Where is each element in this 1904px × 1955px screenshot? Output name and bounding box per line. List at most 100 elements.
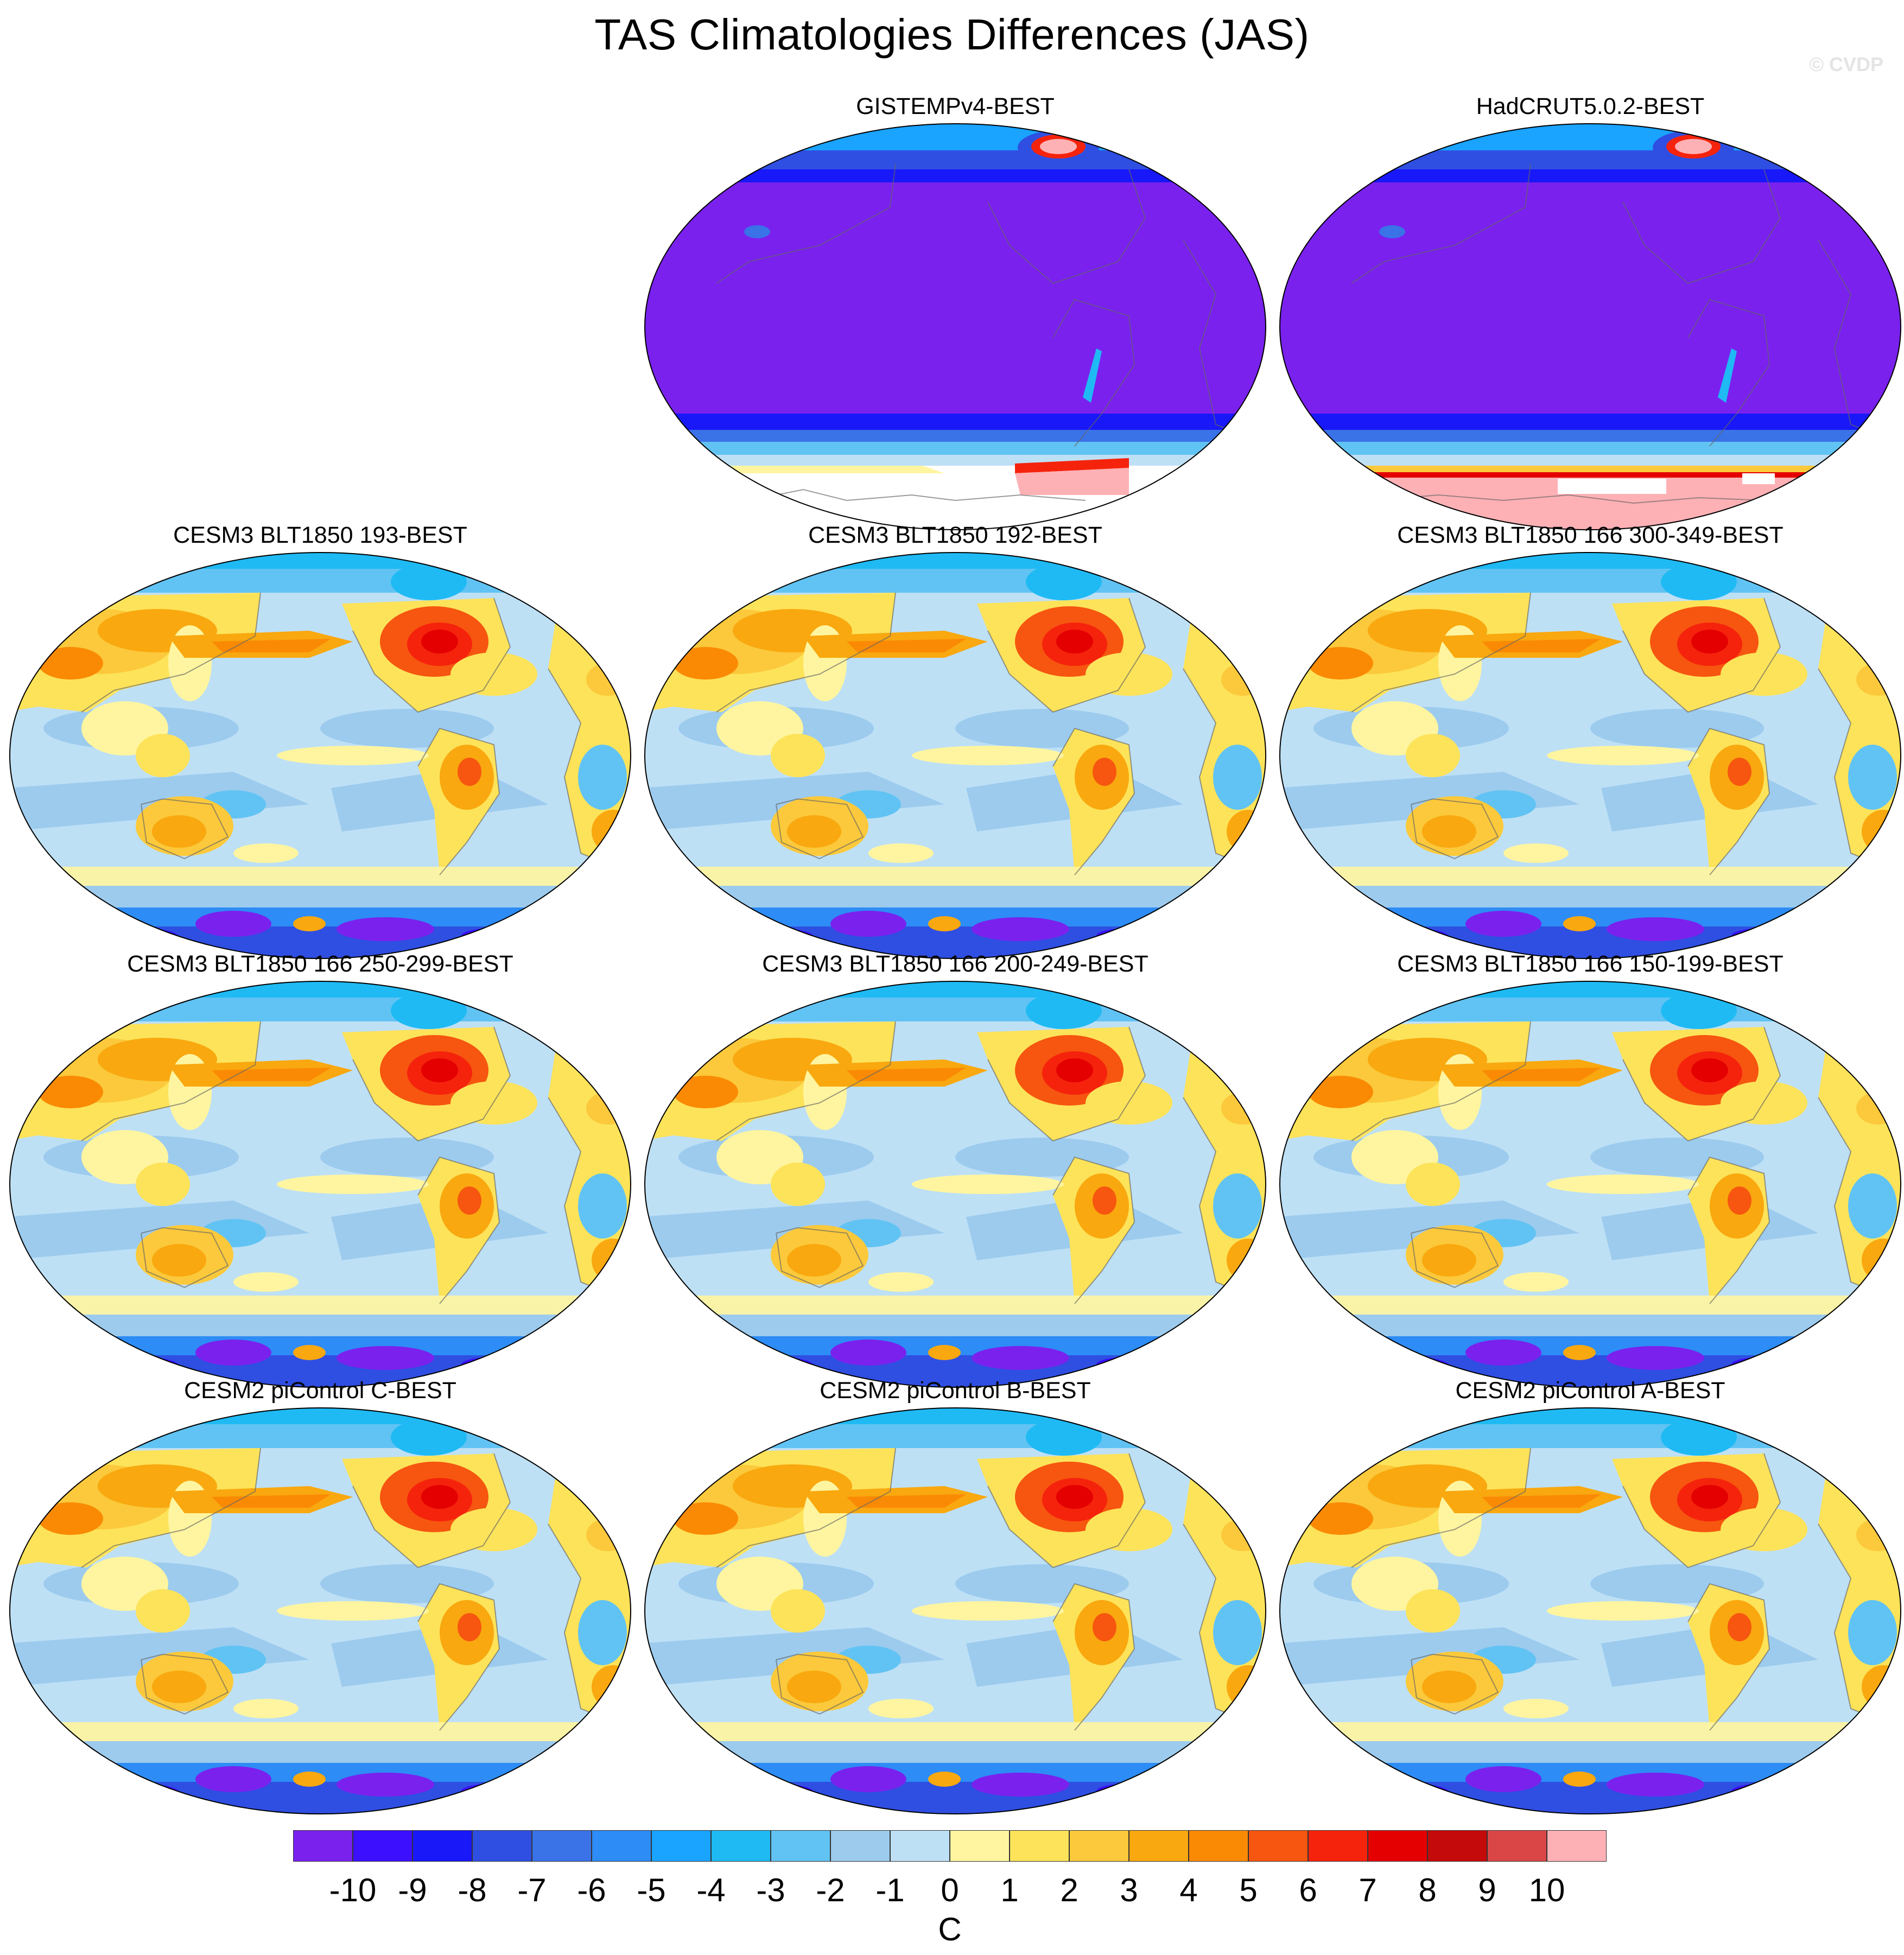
coastline [987, 1026, 1146, 1142]
antarctic-cold [749, 929, 814, 946]
map-fill [10, 981, 631, 1387]
arctic-band [1280, 124, 1901, 150]
map-border [1279, 552, 1901, 959]
antarctic-cold [195, 1340, 271, 1366]
antarctic-cold [1731, 928, 1797, 943]
coastline [1052, 1156, 1135, 1304]
colorbar: -10 -9 -8 -7 -6 -5 -4 -3 -2 -1 0 1 2 3 4 5 6 7 8 9 10 C [293, 1830, 1607, 1950]
map-border [9, 552, 631, 959]
southern-ocean-band [1280, 1722, 1901, 1741]
coastline [1622, 1453, 1781, 1569]
southern-ocean-band [645, 414, 1266, 430]
pacific-warm-patch [1547, 1175, 1699, 1194]
arctic-band [1280, 169, 1901, 182]
australia [787, 1671, 841, 1703]
cvdp-watermark: © CVDP [1809, 53, 1883, 75]
australia [152, 815, 206, 848]
pacific-warm-patch [277, 1175, 429, 1194]
coastline [987, 1453, 1146, 1569]
antarctic-cold [972, 1346, 1069, 1370]
map-gistemp [644, 123, 1266, 530]
eurasia-warm [673, 1502, 738, 1535]
antarctic-warm [293, 1345, 326, 1360]
map-border [644, 123, 1266, 530]
arctic-band [645, 124, 1266, 150]
south-america-warm [458, 758, 481, 786]
north-america-warm [1056, 1058, 1093, 1082]
map-border [644, 981, 1266, 1388]
pacific-warm-patch [868, 843, 934, 863]
north-america-warm [421, 630, 458, 653]
coastline [987, 169, 1146, 284]
colorbar-swatch [771, 1830, 830, 1862]
southern-ocean-band [1280, 886, 1901, 907]
coastline [141, 1227, 229, 1288]
arctic-band [645, 150, 1266, 169]
map-panel-cesm2-a: CESM2 piControl A-BEST [1275, 1378, 1904, 1823]
antarctic-cold [337, 1346, 434, 1370]
colorbar-tick-label: -6 [577, 1872, 606, 1908]
eurasia-warm [38, 647, 103, 680]
map-panel-hadcrut: HadCRUT5.0.2-BEST [1275, 93, 1904, 538]
pacific-warm-tongue [1482, 1068, 1601, 1081]
southern-ocean-band [1280, 455, 1901, 466]
map-border [644, 1407, 1266, 1814]
colorbar-swatch [1129, 1830, 1189, 1862]
colorbar-swatch [592, 1830, 651, 1862]
map-cesm3-166-200-249 [644, 981, 1266, 1388]
pacific-warm-patch [277, 1601, 429, 1621]
north-america-warm [421, 1058, 458, 1082]
colorbar-tick-label: -2 [816, 1872, 845, 1908]
map-panel-cesm3-193: CESM3 BLT1850 193-BEST [5, 522, 635, 967]
map-fill [1280, 124, 1901, 530]
coastline [776, 1227, 864, 1288]
coastline [987, 598, 1146, 713]
cold-streak [1083, 348, 1102, 403]
map-hadcrut [1279, 123, 1901, 530]
arctic-band [391, 563, 467, 600]
coastline [1622, 169, 1781, 284]
colorbar-swatch [950, 1830, 1010, 1862]
coastline [141, 798, 229, 860]
colorbar-boxes [293, 1830, 1607, 1862]
arctic-band [1661, 992, 1737, 1029]
colorbar-tick-label: -9 [398, 1872, 427, 1908]
southern-ocean-band [10, 867, 631, 886]
coastline [716, 592, 896, 713]
antarctic-cold [337, 917, 434, 941]
southern-ocean-band [10, 1315, 631, 1336]
antarctic-cold [1384, 1784, 1449, 1801]
antarctic-cold [1465, 1340, 1541, 1366]
australia [787, 1244, 841, 1277]
coastline [417, 727, 500, 875]
map-border [1279, 981, 1901, 1388]
southern-ocean-band [1280, 1315, 1901, 1336]
atlantic-warm [450, 1081, 537, 1125]
pacific-warm-tongue [847, 1494, 966, 1508]
africa-cool [1213, 745, 1262, 810]
coastline [1351, 1448, 1531, 1568]
australia [1422, 1671, 1476, 1703]
antarctic-cold [461, 1783, 526, 1799]
colorbar-tick-label: 3 [1120, 1872, 1138, 1908]
colorbar-swatch [472, 1830, 532, 1862]
antarctic-cold [1465, 1766, 1541, 1792]
colorbar-swatch [1368, 1830, 1427, 1862]
maritime-continent [1406, 1589, 1460, 1633]
pacific-warm-patch [1547, 1601, 1699, 1621]
eurasia-warm [38, 1076, 103, 1108]
arctic-band [645, 169, 1266, 182]
panel-title: GISTEMPv4-BEST [856, 93, 1055, 119]
antarctic-warm [1563, 1345, 1596, 1360]
colorbar-swatch [1010, 1830, 1069, 1862]
southern-ocean-band [10, 1741, 631, 1763]
africa-cool [578, 745, 627, 810]
maritime-continent [136, 734, 190, 777]
antarctic-cold [195, 911, 271, 937]
panel-title: CESM3 BLT1850 166 200-249-BEST [762, 951, 1148, 977]
australia [1422, 1244, 1476, 1277]
north-america-warm [421, 1485, 458, 1509]
southern-ocean-band [645, 1741, 1266, 1763]
arctic-band [1026, 1419, 1102, 1456]
south-america-warm [1728, 1186, 1751, 1215]
